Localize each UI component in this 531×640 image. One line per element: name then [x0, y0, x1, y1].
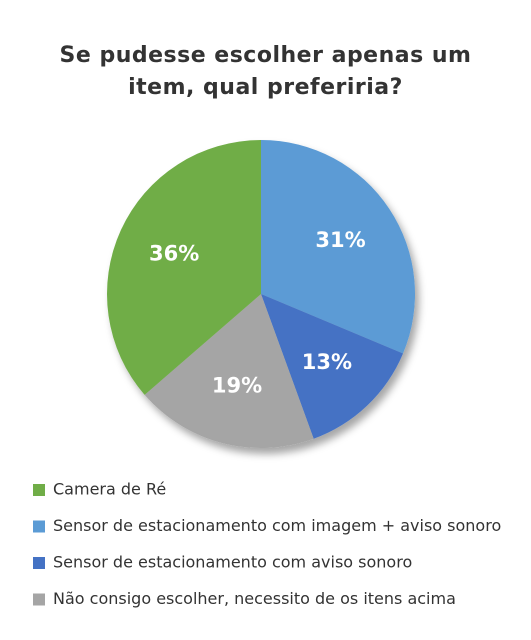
- pie-slice: [261, 140, 415, 354]
- data-label: 13%: [302, 350, 352, 374]
- legend-label: Não consigo escolher, necessito de os it…: [53, 589, 456, 608]
- pie-slice: [144, 294, 314, 448]
- legend-swatch: [33, 520, 45, 533]
- legend-swatch: [33, 557, 45, 569]
- legend-label: Sensor de estacionamento com imagem + av…: [53, 516, 501, 535]
- data-label: 36%: [149, 241, 199, 265]
- data-label: 19%: [212, 373, 262, 397]
- legend-label: Camera de Ré: [53, 480, 166, 499]
- data-label: 31%: [315, 228, 365, 252]
- pie-slice: [261, 294, 404, 439]
- legend-swatch: [33, 593, 45, 606]
- pie-slice: [107, 140, 261, 395]
- chart-title: Se pudesse escolher apenas um item, qual…: [59, 43, 472, 100]
- legend-label: Sensor de estacionamento com aviso sonor…: [53, 553, 412, 572]
- pie: [107, 140, 415, 448]
- legend-swatch: [33, 484, 45, 496]
